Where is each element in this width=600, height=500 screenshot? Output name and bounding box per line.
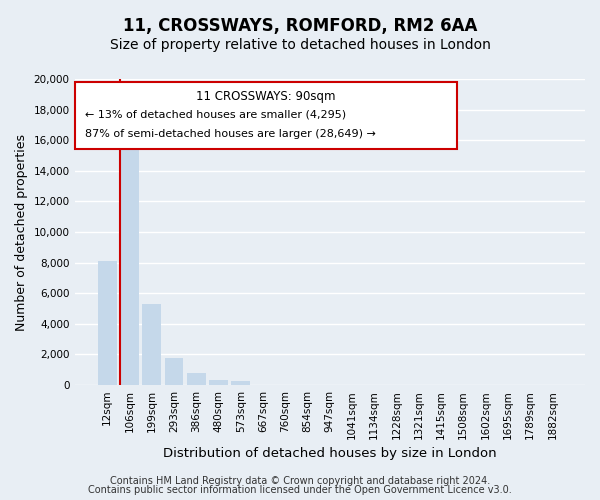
Text: Contains public sector information licensed under the Open Government Licence v3: Contains public sector information licen… [88, 485, 512, 495]
Bar [98, 261, 116, 385]
Text: 11 CROSSWAYS: 90sqm: 11 CROSSWAYS: 90sqm [196, 90, 336, 102]
Bar [231, 381, 250, 385]
Text: Size of property relative to detached houses in London: Size of property relative to detached ho… [110, 38, 490, 52]
Bar [187, 373, 206, 385]
Text: 87% of semi-detached houses are larger (28,649) →: 87% of semi-detached houses are larger (… [85, 130, 376, 140]
Bar [209, 380, 228, 385]
Bar [142, 304, 161, 385]
FancyBboxPatch shape [74, 82, 457, 150]
Y-axis label: Number of detached properties: Number of detached properties [15, 134, 28, 330]
Text: 11, CROSSWAYS, ROMFORD, RM2 6AA: 11, CROSSWAYS, ROMFORD, RM2 6AA [123, 18, 477, 36]
X-axis label: Distribution of detached houses by size in London: Distribution of detached houses by size … [163, 447, 497, 460]
Bar [164, 358, 184, 385]
Text: Contains HM Land Registry data © Crown copyright and database right 2024.: Contains HM Land Registry data © Crown c… [110, 476, 490, 486]
Bar [120, 132, 139, 385]
Text: ← 13% of detached houses are smaller (4,295): ← 13% of detached houses are smaller (4,… [85, 110, 346, 120]
